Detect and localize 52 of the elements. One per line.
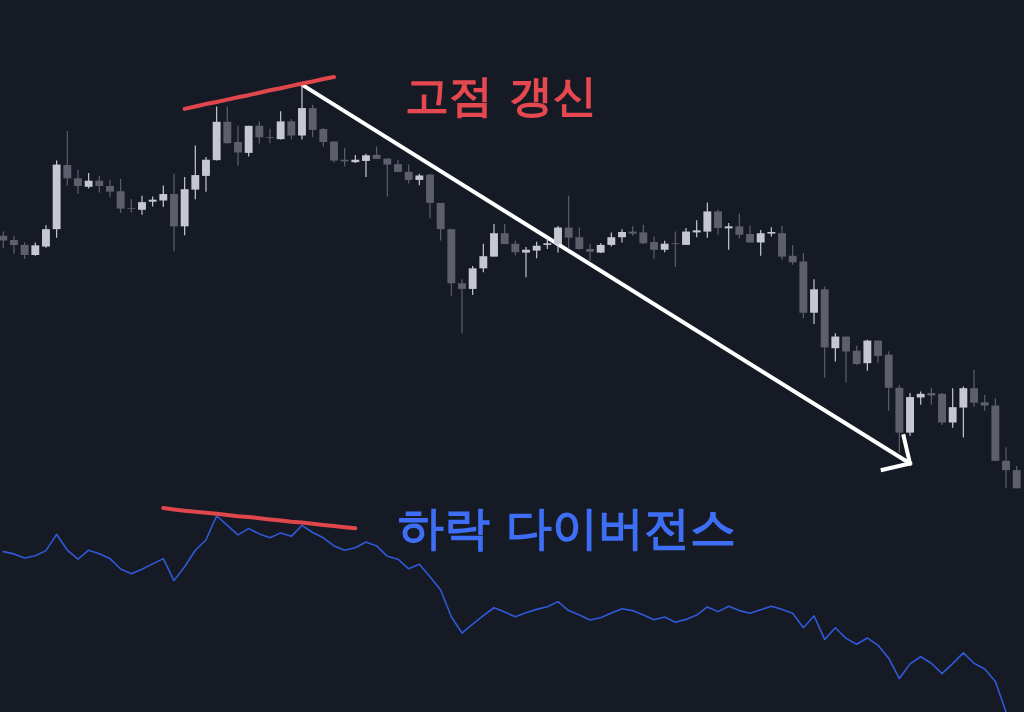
candlestick (287, 118, 296, 141)
annotation: 고점 갱신 (405, 70, 597, 121)
candlestick (778, 225, 786, 261)
candlestick (404, 163, 413, 185)
candlestick (639, 224, 648, 245)
candlestick (618, 228, 626, 244)
candlestick (234, 125, 242, 167)
candlestick (116, 178, 125, 214)
candlestick (948, 387, 957, 429)
candlestick (842, 335, 850, 384)
candlestick (703, 201, 712, 239)
candlestick (970, 369, 978, 408)
candlestick (959, 385, 968, 439)
candlestick (671, 230, 680, 268)
candlestick (810, 278, 818, 325)
candlestick (138, 195, 146, 216)
annotation: 하락 다이버전스 (397, 501, 737, 555)
candlestick (831, 332, 840, 363)
candlestick (362, 153, 370, 178)
candlestick (756, 229, 765, 257)
candlestick (650, 235, 658, 260)
candlestick (735, 213, 744, 240)
candlestick (255, 120, 264, 145)
candlestick (42, 224, 50, 249)
candlestick (383, 157, 392, 198)
candlestick (714, 209, 722, 236)
candlestick (479, 243, 488, 273)
candlestick (468, 265, 477, 296)
candlestick (458, 278, 466, 334)
candlestick (724, 222, 733, 251)
candlestick (564, 195, 573, 249)
candlestick (191, 145, 200, 200)
candlestick (63, 130, 72, 186)
candlestick (863, 339, 872, 372)
candlestick (266, 128, 274, 144)
candlestick (74, 169, 82, 195)
candlestick (308, 104, 317, 138)
candlestick (554, 225, 562, 254)
candlestick (522, 246, 530, 278)
candlestick (10, 235, 18, 255)
candlestick (223, 105, 232, 145)
candlestick (1002, 446, 1010, 489)
candlestick (852, 345, 861, 366)
candlestick (490, 223, 498, 258)
candlestick (159, 184, 168, 208)
candlestick (319, 127, 328, 148)
candlestick (788, 244, 797, 266)
candlestick (202, 156, 210, 193)
candlestick (575, 226, 584, 251)
candlestick (106, 179, 114, 198)
candlestick (276, 110, 285, 141)
candlestick (586, 243, 594, 262)
